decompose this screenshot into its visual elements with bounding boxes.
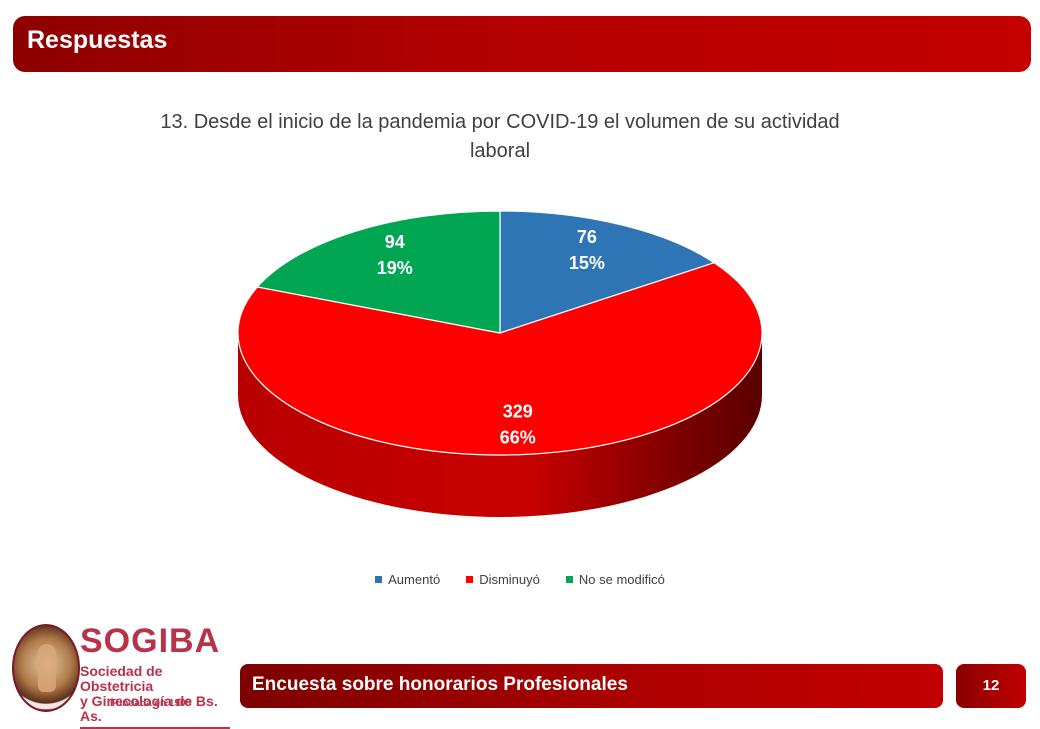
chart-title: 13. Desde el inicio de la pandemia por C… [120, 108, 880, 166]
pie-label-value-2: 94 [385, 232, 405, 252]
pie-side-wall [238, 333, 762, 517]
chart-legend: Aumentó Disminuyó No se modificó [0, 572, 1040, 587]
page-number: 12 [982, 677, 1000, 694]
header-bar: Respuestas [13, 16, 1031, 72]
legend-label-0: Aumentó [388, 572, 441, 587]
pie-slice-0 [499, 210, 716, 334]
pie-label-percent-0: 15% [569, 253, 605, 273]
page-number-box: 12 [956, 664, 1026, 708]
footer-bar: Encuesta sobre honorarios Profesionales [240, 664, 943, 708]
legend-item-2: No se modificó [565, 572, 665, 587]
legend-swatch-2 [565, 576, 573, 583]
legend-label-1: Disminuyó [479, 572, 540, 587]
chart-title-line-1: 13. Desde el inicio de la pandemia por C… [160, 111, 840, 133]
chart-title-line-2: laboral [469, 140, 531, 162]
sogiba-logo: SOGIBA Sociedad de Obstetricia y Ginecol… [10, 622, 240, 729]
pie-label-percent-1: 66% [500, 428, 536, 448]
legend-swatch-0 [375, 576, 383, 583]
pie-label-value-0: 76 [577, 227, 597, 247]
legend-swatch-1 [466, 576, 474, 583]
legend-label-2: No se modificó [578, 572, 665, 587]
pie-slice-1 [237, 262, 763, 456]
pie-label-value-1: 329 [503, 402, 533, 422]
logo-subtitle: Sociedad de Obstetricia y Ginecología de… [80, 664, 230, 729]
pie-chart: 76 15% 329 66% 94 19% [237, 210, 763, 517]
logo-founded: Fundada en 1908 [110, 698, 192, 709]
page-title: Respuestas [27, 26, 168, 54]
footer-text: Encuesta sobre honorarios Profesionales [252, 674, 628, 695]
pie-label-percent-2: 19% [377, 258, 413, 278]
logo-subtitle-line-1: Sociedad de Obstetricia [80, 663, 163, 694]
legend-item-0: Aumentó [375, 572, 440, 587]
pie-slice-2 [256, 210, 501, 334]
logo-name: SOGIBA [80, 622, 221, 660]
seal-emblem [12, 624, 80, 712]
legend-item-1: Disminuyó [466, 572, 540, 587]
